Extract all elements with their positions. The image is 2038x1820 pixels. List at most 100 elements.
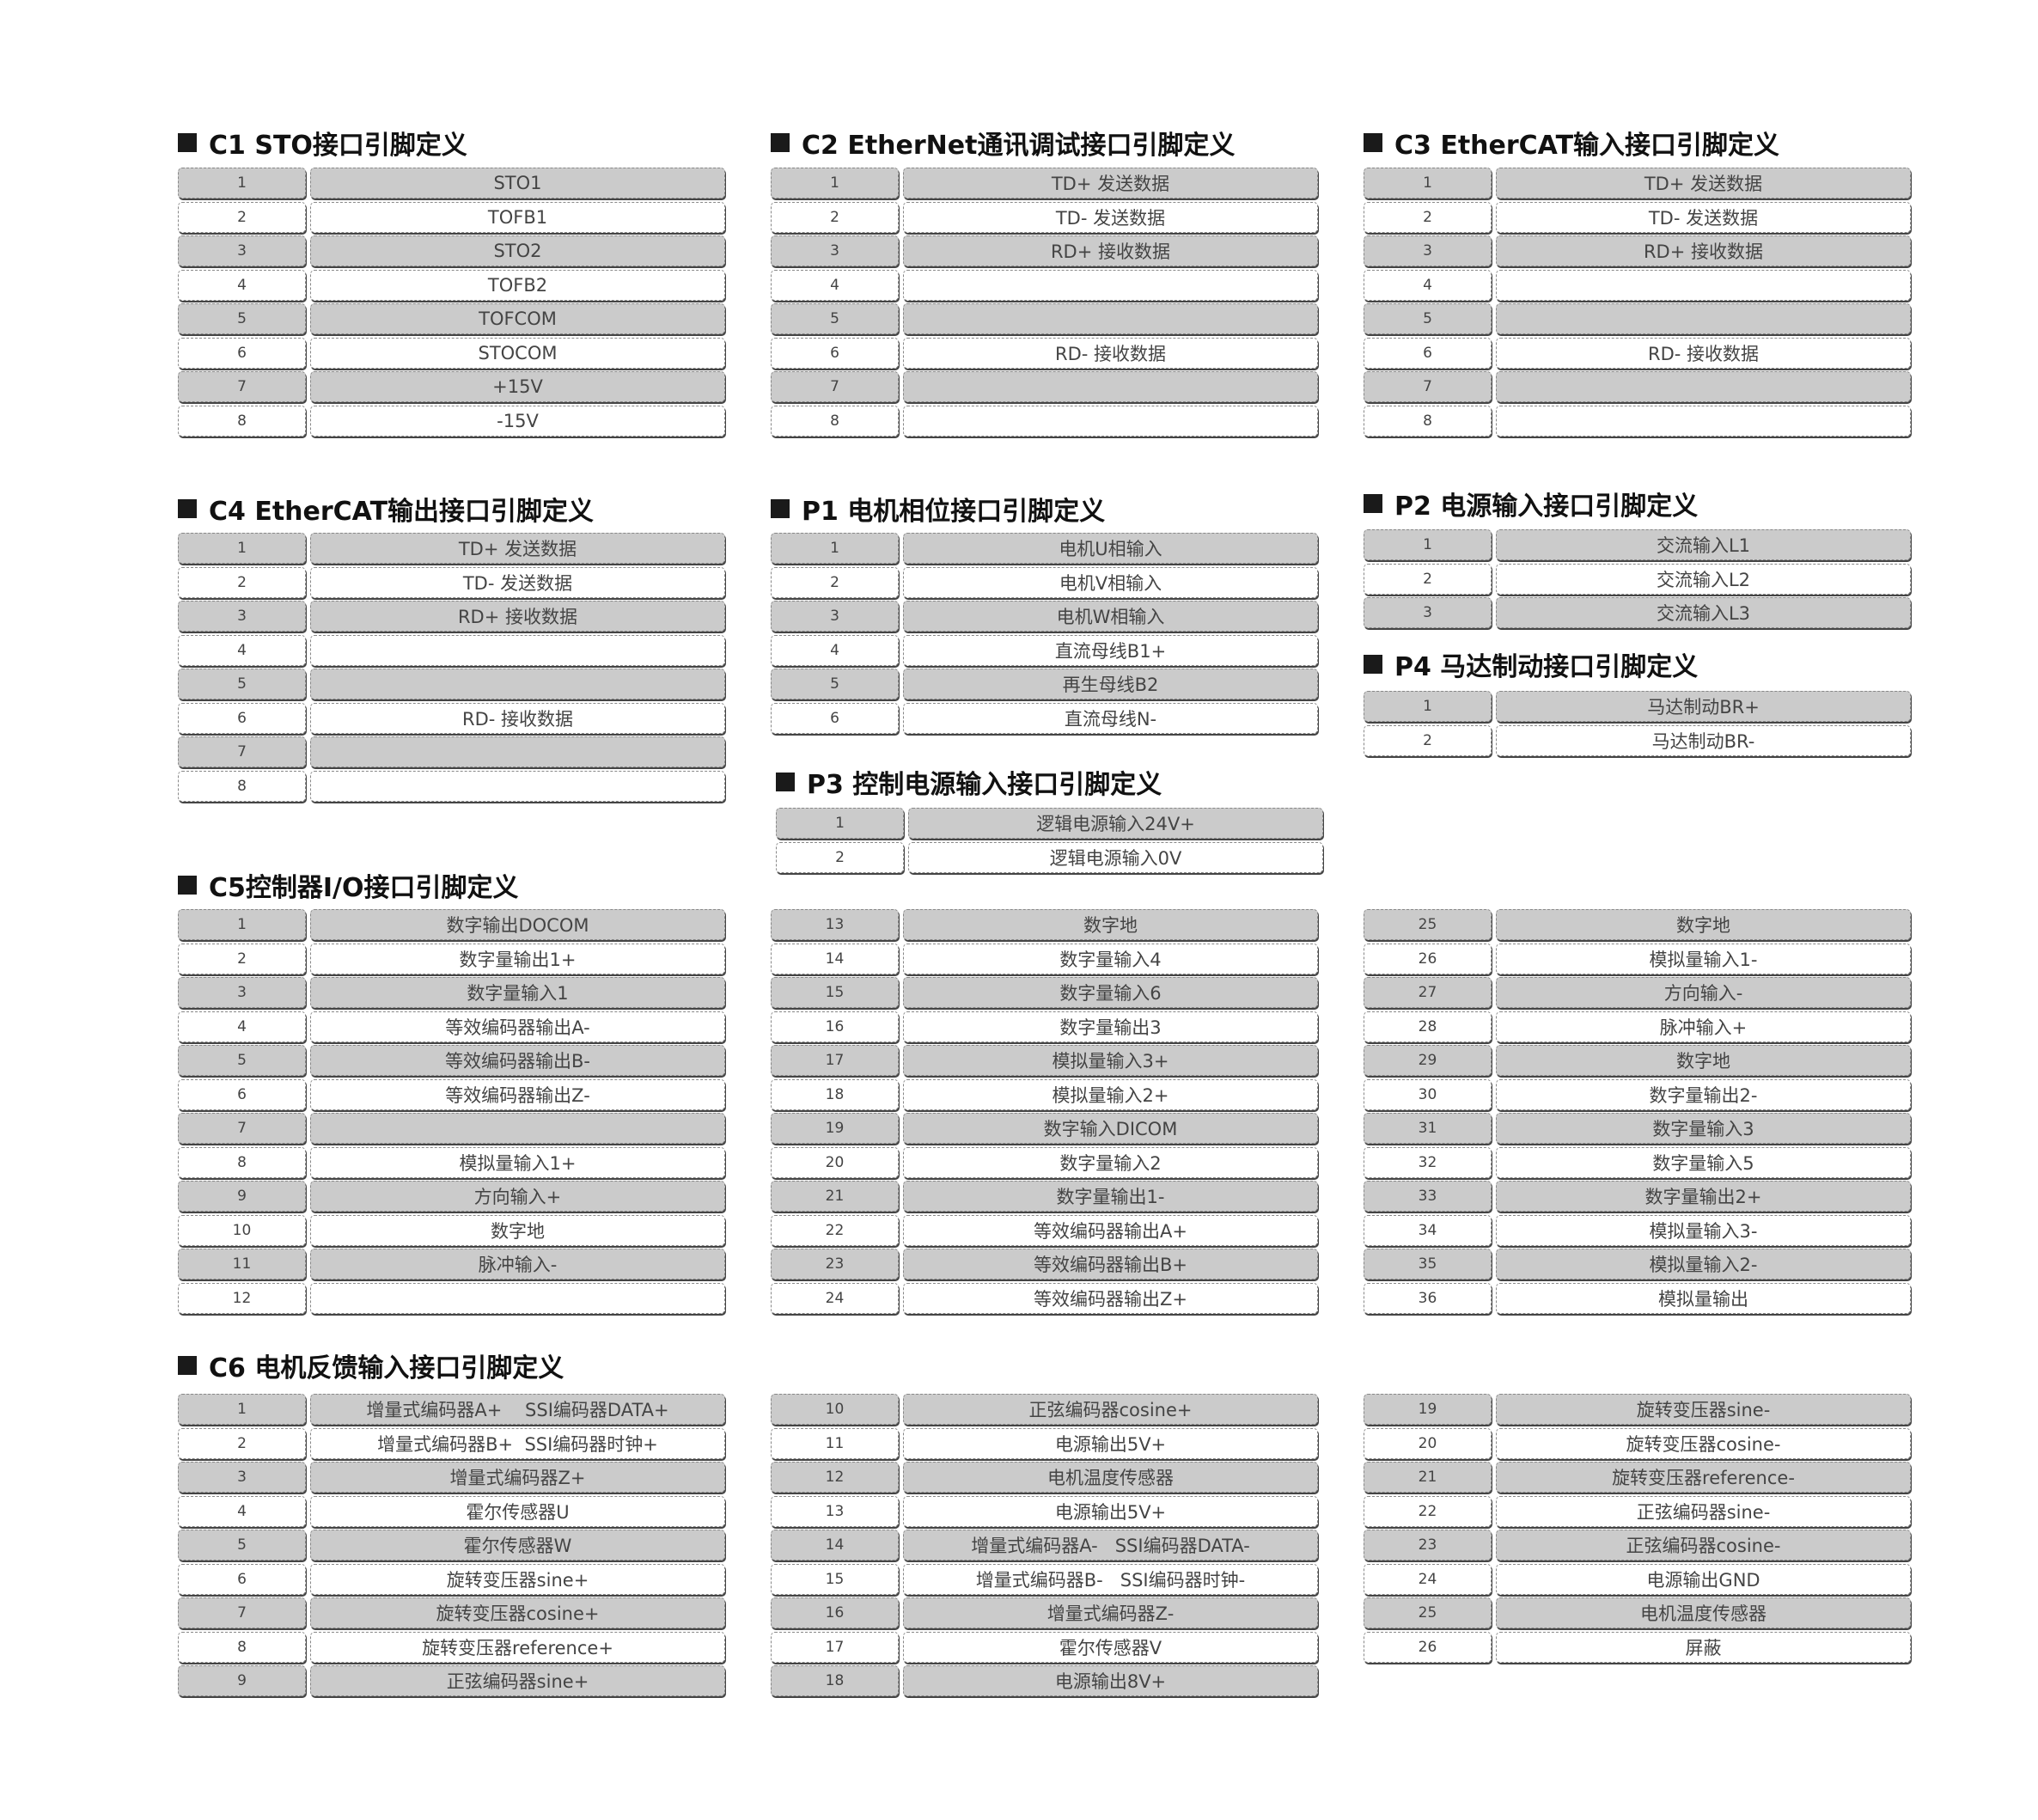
pin-number: 14: [771, 943, 899, 974]
pin-number: 27: [1364, 977, 1492, 1008]
pin-function: [903, 303, 1318, 334]
pin-number: 11: [771, 1427, 899, 1459]
pin-number: 29: [1364, 1045, 1492, 1076]
section-title-c6a: C6 电机反馈输入接口引脚定义: [178, 1347, 564, 1384]
pin-table-c6b: 10 正弦编码器cosine+ 11 电源输出5V+ 12 电机温度传感器 13 电源输出5V…: [771, 1394, 1318, 1700]
pin-number: 16: [771, 1011, 899, 1042]
pin-number: 8: [178, 770, 306, 802]
pin-function: TD+ 发送数据: [1496, 168, 1911, 198]
pin-function: 等效编码器输出B-: [310, 1045, 725, 1076]
table-row: 26 屏蔽: [1364, 1631, 1911, 1663]
pin-function: RD- 接收数据: [903, 337, 1318, 369]
pin-function: 交流输入L3: [1496, 597, 1911, 628]
section-title-c5a: C5控制器I/O接口引脚定义: [178, 866, 519, 904]
table-row: 22 正弦编码器sine-: [1364, 1495, 1911, 1527]
pin-function: RD+ 接收数据: [903, 235, 1318, 266]
pin-number: 1: [771, 168, 899, 198]
pin-number: 14: [771, 1530, 899, 1560]
pin-number: 8: [1364, 405, 1492, 437]
pin-function: 旋转变压器reference-: [1496, 1462, 1911, 1493]
pin-number: 10: [771, 1394, 899, 1425]
pin-number: 31: [1364, 1113, 1492, 1144]
pin-number: 5: [178, 669, 306, 699]
pin-function: [310, 634, 725, 666]
pin-function: 数字量输入5: [1496, 1146, 1911, 1178]
section-title-c1: C1 STO接口引脚定义: [178, 124, 467, 162]
section-title-c3: C3 EtherCAT输入接口引脚定义: [1364, 124, 1779, 162]
pin-number: 2: [178, 1427, 306, 1459]
pin-function: RD- 接收数据: [1496, 337, 1911, 369]
pin-number: 2: [178, 201, 306, 233]
pin-function: 数字地: [903, 909, 1318, 940]
pin-function: 数字量输出3: [903, 1011, 1318, 1042]
pin-number: 2: [178, 943, 306, 974]
table-row: 25 数字地: [1364, 909, 1911, 940]
pin-number: 1: [178, 1394, 306, 1425]
pin-function: TOFB2: [310, 269, 725, 301]
section-title-p1: P1 电机相位接口引脚定义: [771, 490, 1105, 528]
pin-number: 35: [1364, 1249, 1492, 1279]
pin-number: 32: [1364, 1146, 1492, 1178]
table-row: 10 数字地: [178, 1214, 725, 1246]
square-bullet-icon: [1364, 494, 1382, 513]
table-row: 5 TOFCOM: [178, 303, 725, 334]
table-row: 5 霍尔传感器W: [178, 1530, 725, 1560]
table-row: 3 RD+ 接收数据: [771, 235, 1318, 266]
table-row: 34 模拟量输入3-: [1364, 1214, 1911, 1246]
pin-function: 数字地: [1496, 909, 1911, 940]
table-row: 4: [1364, 269, 1911, 301]
pin-number: 3: [178, 977, 306, 1008]
pin-function: 旋转变压器cosine-: [1496, 1427, 1911, 1459]
pin-number: 20: [1364, 1427, 1492, 1459]
table-row: 8: [178, 770, 725, 802]
pin-number: 11: [178, 1249, 306, 1279]
pin-function: 电源输出8V+: [903, 1665, 1318, 1696]
pin-function: [310, 669, 725, 699]
table-row: 15 数字量输入6: [771, 977, 1318, 1008]
table-row: 20 旋转变压器cosine-: [1364, 1427, 1911, 1459]
table-row: 1 马达制动BR+: [1364, 691, 1911, 722]
pin-number: 5: [771, 303, 899, 334]
section-title-text: C3 EtherCAT输入接口引脚定义: [1394, 131, 1780, 161]
pin-function: 模拟量输入1+: [310, 1146, 725, 1178]
pin-function: 再生母线B2: [903, 669, 1318, 699]
pin-function: 模拟量输出: [1496, 1282, 1911, 1314]
pin-function: 霍尔传感器W: [310, 1530, 725, 1560]
pin-function: TOFCOM: [310, 303, 725, 334]
pin-number: 25: [1364, 1597, 1492, 1628]
table-row: 14 增量式编码器A- SSI编码器DATA-: [771, 1530, 1318, 1560]
table-row: 9 方向输入+: [178, 1181, 725, 1212]
pin-number: 2: [771, 201, 899, 233]
pin-number: 6: [771, 702, 899, 734]
pin-number: 6: [178, 1563, 306, 1595]
table-row: 13 数字地: [771, 909, 1318, 940]
table-row: 26 模拟量输入1-: [1364, 943, 1911, 974]
pin-function: 等效编码器输出Z+: [903, 1282, 1318, 1314]
table-row: 30 数字量输出2-: [1364, 1078, 1911, 1110]
pin-number: 4: [178, 269, 306, 301]
pin-number: 13: [771, 909, 899, 940]
pin-number: 2: [1364, 201, 1492, 233]
table-row: 2 交流输入L2: [1364, 563, 1911, 595]
pin-function: 直流母线N-: [903, 702, 1318, 734]
pin-number: 10: [178, 1214, 306, 1246]
table-row: 2 TD- 发送数据: [178, 566, 725, 598]
pin-number: 1: [771, 533, 899, 564]
pin-number: 1: [178, 533, 306, 564]
table-row: 5 等效编码器输出B-: [178, 1045, 725, 1076]
pin-number: 34: [1364, 1214, 1492, 1246]
pin-number: 33: [1364, 1181, 1492, 1212]
pin-number: 6: [1364, 337, 1492, 369]
pin-function: 旋转变压器sine+: [310, 1563, 725, 1595]
pin-function: RD+ 接收数据: [1496, 235, 1911, 266]
pin-number: 1: [1364, 691, 1492, 722]
pin-number: 8: [178, 405, 306, 437]
table-row: 24 电源输出GND: [1364, 1563, 1911, 1595]
pin-function: 数字量输出2-: [1496, 1078, 1911, 1110]
pin-function: 等效编码器输出A+: [903, 1214, 1318, 1246]
pin-function: [1496, 303, 1911, 334]
table-row: 3 RD+ 接收数据: [1364, 235, 1911, 266]
pin-number: 3: [1364, 235, 1492, 266]
table-row: 21 旋转变压器reference-: [1364, 1462, 1911, 1493]
pin-number: 22: [1364, 1495, 1492, 1527]
